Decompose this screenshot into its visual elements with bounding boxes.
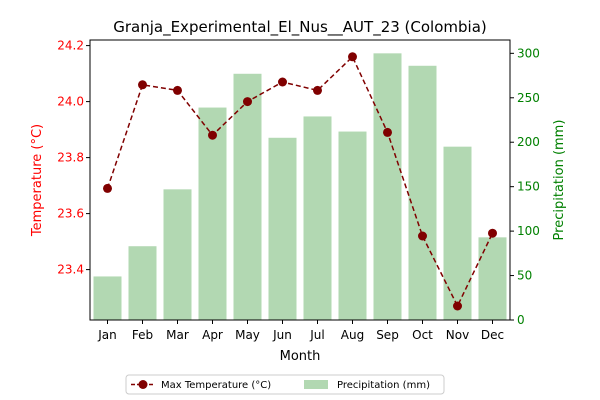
left-tick-label: 24.2: [57, 39, 84, 53]
x-tick-label: Aug: [341, 328, 364, 342]
right-axis-label: Precipitation (mm): [552, 120, 567, 241]
bar-jun: [268, 137, 297, 320]
point-jan: [103, 183, 112, 193]
left-axis: 23.4 23.6 23.8 24.0 24.2: [57, 39, 90, 277]
x-tick-label: May: [235, 328, 260, 342]
x-tick-label: Apr: [202, 328, 223, 342]
point-jul: [313, 85, 322, 95]
left-tick-label: 23.4: [57, 263, 84, 277]
legend-frame: [125, 374, 445, 395]
plot-frame: [89, 39, 511, 321]
legend: Max Temperature (°C) Precipitation (mm): [125, 374, 445, 395]
temperature-series-line: [106, 55, 494, 308]
point-dec: [488, 228, 497, 238]
temperature-line: [103, 52, 497, 311]
x-axis-label: Month: [280, 349, 321, 364]
right-tick-label: 100: [517, 224, 540, 238]
chart-title: Granja_Experimental_El_Nus__AUT_23 (Colo…: [113, 18, 487, 37]
point-feb: [138, 80, 147, 90]
point-may: [243, 97, 252, 107]
legend-bar-swatch: [304, 380, 328, 389]
bar-may: [233, 73, 262, 321]
left-tick-label: 23.6: [57, 207, 84, 221]
point-aug: [348, 52, 357, 62]
point-nov: [453, 301, 462, 311]
bar-sep: [373, 53, 402, 320]
bar-apr: [198, 107, 227, 320]
legend-label-temperature: Max Temperature (°C): [161, 380, 271, 391]
legend-marker-swatch: [138, 380, 148, 389]
left-tick-label: 24.0: [57, 95, 84, 109]
x-tick-label: Oct: [412, 328, 433, 342]
x-tick-label: Jun: [272, 328, 292, 342]
point-apr: [208, 130, 217, 140]
bar-jul: [303, 116, 332, 320]
bar-jan: [93, 276, 122, 320]
right-tick-label: 0: [517, 313, 525, 327]
bar-dec: [478, 237, 507, 320]
left-axis-label: Temperature (°C): [30, 124, 45, 237]
point-jun: [278, 77, 287, 87]
x-tick-label: Nov: [446, 328, 469, 342]
right-tick-label: 300: [517, 46, 540, 60]
x-tick-label: Jul: [309, 328, 324, 342]
point-oct: [418, 231, 427, 241]
bar-mar: [163, 189, 192, 320]
left-tick-label: 23.8: [57, 151, 84, 165]
legend-label-precipitation: Precipitation (mm): [337, 380, 430, 391]
precipitation-bars: [93, 53, 507, 321]
bar-feb: [128, 246, 157, 320]
right-axis: 0 50 100 150 200 250 300: [510, 46, 540, 327]
right-tick-label: 250: [517, 91, 540, 105]
bar-oct: [408, 65, 437, 321]
x-axis: Jan Feb Mar Apr May Jun Jul Aug Sep Oct Nov Dec: [97, 320, 504, 342]
point-mar: [173, 85, 182, 95]
x-tick-label: Dec: [481, 328, 504, 342]
right-tick-label: 50: [517, 269, 532, 283]
point-sep: [383, 127, 392, 137]
x-tick-label: Jan: [97, 328, 117, 342]
bar-aug: [338, 131, 367, 320]
x-tick-label: Sep: [376, 328, 399, 342]
right-tick-label: 200: [517, 135, 540, 149]
right-tick-label: 150: [517, 180, 540, 194]
x-tick-label: Feb: [132, 328, 153, 342]
x-tick-label: Mar: [166, 328, 189, 342]
bar-nov: [443, 146, 472, 320]
